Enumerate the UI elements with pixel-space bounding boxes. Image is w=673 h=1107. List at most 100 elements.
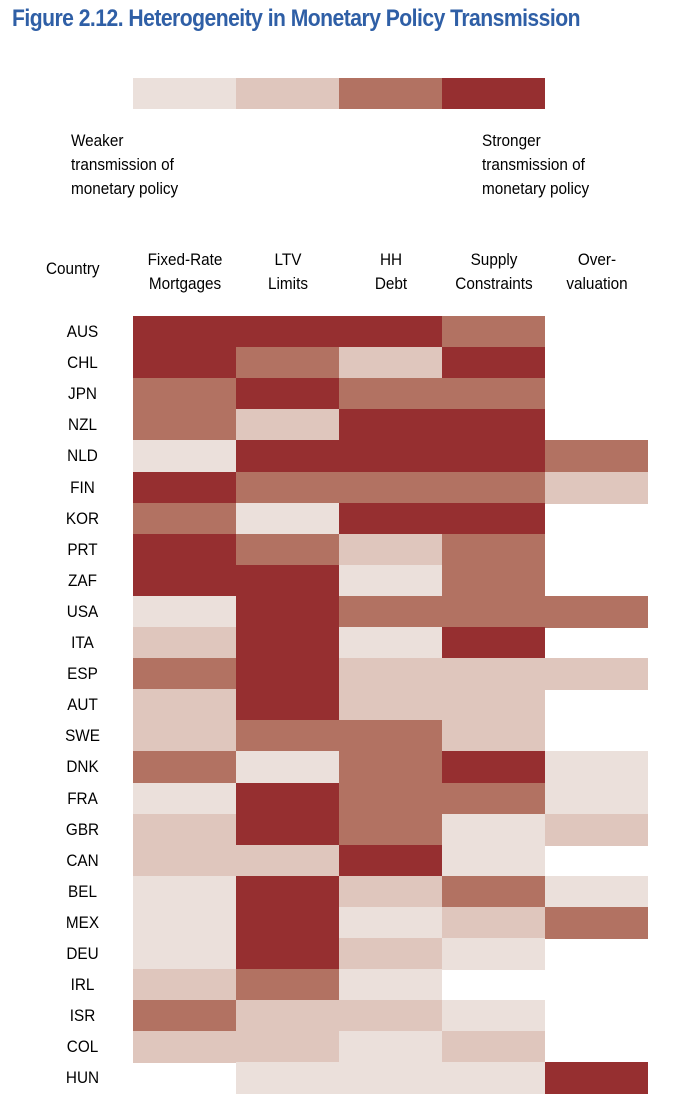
legend-swatch-2 xyxy=(236,78,339,109)
heatmap-cell xyxy=(133,347,236,380)
heatmap-cell xyxy=(545,751,648,784)
heatmap-cell xyxy=(442,347,545,380)
heatmap-cell xyxy=(236,782,339,815)
heatmap-cell xyxy=(339,906,442,939)
heatmap-cell xyxy=(236,813,339,846)
heatmap-cell xyxy=(442,782,545,815)
heatmap-cell xyxy=(236,1031,339,1064)
heatmap-cell xyxy=(339,844,442,877)
heatmap-cell xyxy=(236,720,339,753)
row-label: COL xyxy=(66,1037,99,1057)
heatmap-cell xyxy=(339,875,442,908)
heatmap-cell xyxy=(339,689,442,722)
heatmap-cell xyxy=(133,471,236,504)
heatmap-cell xyxy=(236,1000,339,1033)
heatmap-cell xyxy=(236,502,339,535)
heatmap-cell xyxy=(133,595,236,628)
heatmap-cell xyxy=(442,502,545,535)
heatmap-cell xyxy=(545,782,648,815)
row-label: HUN xyxy=(65,1068,100,1088)
heatmap-cell xyxy=(442,533,545,566)
heatmap-cell xyxy=(133,627,236,659)
heatmap-cell xyxy=(545,471,648,504)
row-label: GBR xyxy=(65,819,100,839)
heatmap-cell xyxy=(236,751,339,784)
heatmap-cell xyxy=(339,471,442,504)
heatmap-cell xyxy=(339,316,442,348)
row-label: CHL xyxy=(67,353,98,373)
heatmap-cell xyxy=(339,813,442,846)
heatmap-cell xyxy=(236,564,339,597)
heatmap-cell xyxy=(339,1062,442,1095)
heatmap-cell xyxy=(442,316,545,348)
heatmap-cell xyxy=(133,938,236,970)
heatmap-cell xyxy=(133,533,236,566)
heatmap-cell xyxy=(236,689,339,722)
heatmap-cell xyxy=(236,1062,339,1095)
row-label: ESP xyxy=(67,664,98,684)
heatmap-cell xyxy=(339,347,442,380)
heatmap-cell xyxy=(236,471,339,504)
row-label: DNK xyxy=(66,757,99,777)
row-label: NZL xyxy=(68,415,97,435)
row-label: ISR xyxy=(69,1006,96,1026)
row-label: PRT xyxy=(67,539,98,559)
row-label: AUS xyxy=(66,322,99,341)
heatmap-cell xyxy=(442,751,545,784)
heatmap-cell xyxy=(236,595,339,628)
row-label: CAN xyxy=(66,850,99,870)
column-header: HH Debt xyxy=(374,250,407,293)
column-header: Over-valuation xyxy=(565,250,628,293)
heatmap-cell xyxy=(545,595,648,628)
heatmap-cell xyxy=(236,627,339,659)
heatmap-cell xyxy=(339,782,442,815)
heatmap-cell xyxy=(133,658,236,691)
heatmap-cell xyxy=(133,502,236,535)
heatmap-cell xyxy=(442,689,545,722)
heatmap-cell xyxy=(236,875,339,908)
heatmap-cell xyxy=(545,906,648,939)
heatmap-cell xyxy=(133,720,236,753)
heatmap-cell xyxy=(545,658,648,691)
column-header: Supply Constraints xyxy=(454,250,533,293)
heatmap-cell xyxy=(442,1000,545,1033)
heatmap-cell xyxy=(133,906,236,939)
heatmap-cell xyxy=(236,906,339,939)
heatmap-cell xyxy=(133,751,236,784)
row-label: ITA xyxy=(71,633,94,652)
heatmap-cell xyxy=(442,595,545,628)
column-header: Fixed-Rate Mortgages xyxy=(147,250,222,293)
row-label: USA xyxy=(66,601,99,621)
heatmap-cell xyxy=(442,938,545,970)
row-label: FRA xyxy=(67,788,98,808)
heatmap-cell xyxy=(133,813,236,846)
row-label: NLD xyxy=(67,446,98,466)
legend-color-bar xyxy=(133,78,545,109)
heatmap-cell xyxy=(339,627,442,659)
heatmap-cell xyxy=(339,564,442,597)
heatmap-cell xyxy=(339,1000,442,1033)
heatmap-cell xyxy=(133,689,236,722)
heatmap-cell xyxy=(236,347,339,380)
legend-swatch-4 xyxy=(442,78,545,109)
heatmap-cell xyxy=(236,316,339,348)
heatmap-cell xyxy=(339,1031,442,1064)
heatmap-cell xyxy=(133,969,236,1002)
legend-swatch-3 xyxy=(339,78,442,109)
heatmap-cell xyxy=(339,409,442,442)
heatmap-cell xyxy=(236,409,339,442)
column-header: LTV Limits xyxy=(267,250,308,293)
heatmap-cell xyxy=(545,1062,648,1095)
heatmap-cell xyxy=(442,844,545,877)
heatmap-cell xyxy=(545,440,648,473)
heatmap-cell xyxy=(442,1031,545,1064)
heatmap-cell xyxy=(545,813,648,846)
heatmap-cell xyxy=(133,316,236,348)
chart-title: Figure 2.12. Heterogeneity in Monetary P… xyxy=(12,5,580,32)
row-label: BEL xyxy=(68,881,97,901)
heatmap-cell xyxy=(339,595,442,628)
heatmap-cell xyxy=(442,378,545,411)
heatmap-cell xyxy=(339,720,442,753)
heatmap-cell xyxy=(442,813,545,846)
heatmap-cell xyxy=(339,533,442,566)
